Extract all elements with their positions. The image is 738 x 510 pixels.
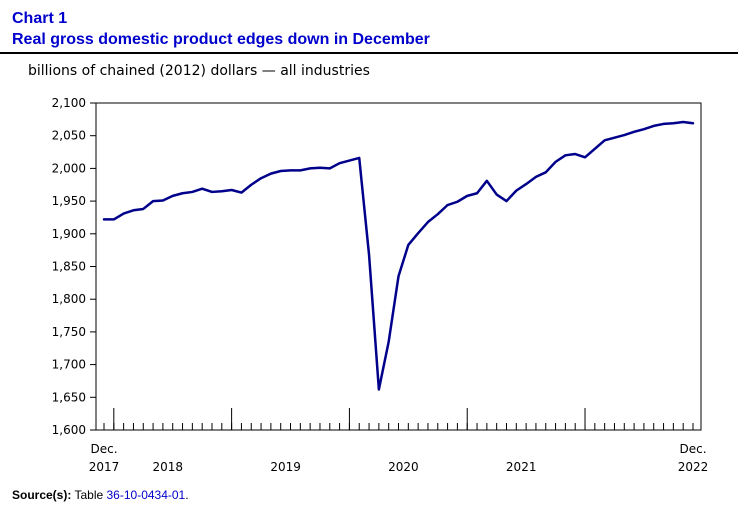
x-tick-label-year: 2018 xyxy=(153,460,184,474)
line-chart: 1,600 1,650 1,700 1,750 1,800 1,850 1,900 1,950… xyxy=(52,96,709,474)
plot-frame xyxy=(95,102,702,431)
x-tick-label-year: 2019 xyxy=(270,460,301,474)
y-tick-label: 1,600 xyxy=(52,423,86,437)
y-units-label: billions of chained (2012) dollars — all… xyxy=(28,63,370,79)
x-tick-label-year: 2022 xyxy=(678,460,709,474)
source-suffix: . xyxy=(185,488,189,502)
chart-number: Chart 1 xyxy=(12,10,68,27)
x-tick-label-month: Dec. xyxy=(90,442,117,456)
y-tick-label: 2,050 xyxy=(52,129,86,143)
y-tick-label: 1,650 xyxy=(52,390,86,404)
y-tick-label: 1,850 xyxy=(52,260,86,274)
x-tick-label-year: 2020 xyxy=(388,460,419,474)
x-tick-label-month: Dec. xyxy=(679,442,706,456)
chart-title: Real gross domestic product edges down i… xyxy=(12,31,430,48)
source-table-link[interactable]: 36-10-0434-01 xyxy=(106,488,186,502)
x-tick-label-year: 2017 xyxy=(89,460,120,474)
series-line-gdp xyxy=(102,120,695,391)
y-tick-label: 1,900 xyxy=(52,227,86,241)
title-rule xyxy=(0,52,738,54)
y-tick-label: 2,000 xyxy=(52,161,86,175)
y-tick-label: 1,700 xyxy=(52,358,86,372)
y-tick-label: 2,100 xyxy=(52,96,86,110)
x-tick-label-year: 2021 xyxy=(506,460,537,474)
y-tick-label: 1,800 xyxy=(52,292,86,306)
y-tick-label: 1,750 xyxy=(52,325,86,339)
y-tick-label: 1,950 xyxy=(52,194,86,208)
source-note: Source(s): Table 36-10-0434-01. xyxy=(12,488,189,502)
source-label: Source(s): xyxy=(12,488,72,502)
source-text: Table xyxy=(74,488,104,502)
